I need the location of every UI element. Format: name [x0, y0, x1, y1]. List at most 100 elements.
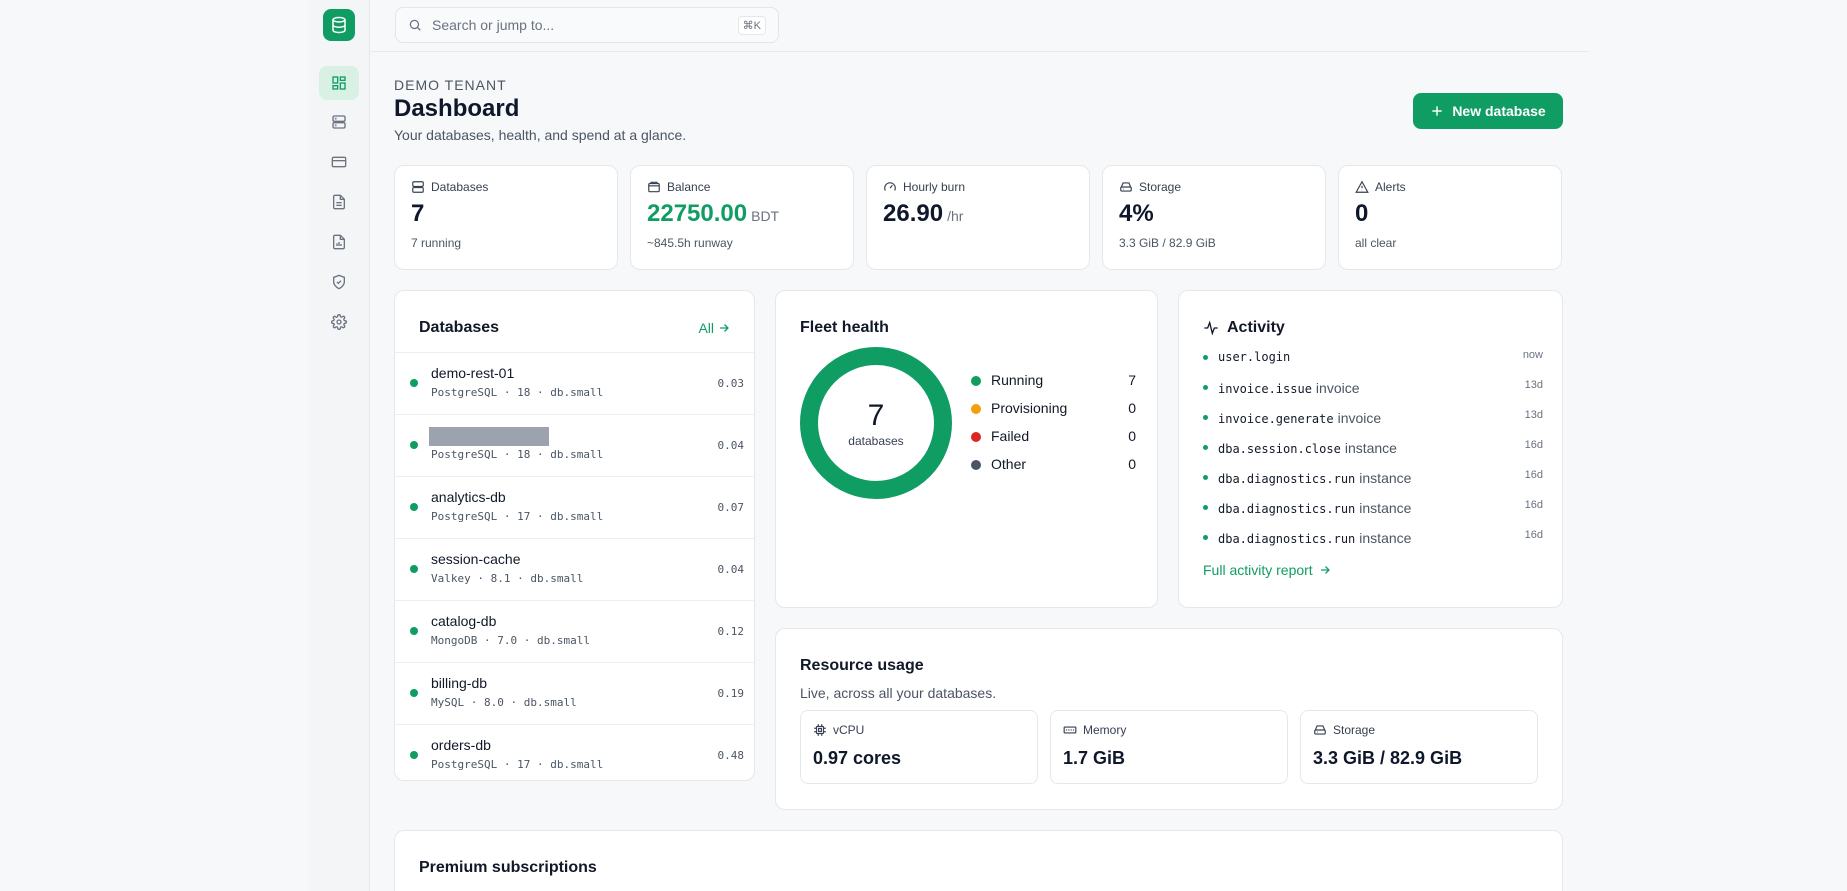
activity-target: invoice [1337, 410, 1382, 426]
database-meta: MongoDB · 7.0 · db.small [431, 634, 590, 647]
resource-box-vcpu: vCPU 0.97 cores [800, 710, 1038, 784]
status-dot [410, 627, 418, 635]
full-activity-label: Full activity report [1203, 562, 1313, 578]
rail-item-settings[interactable] [319, 305, 359, 339]
stat-label: Storage [1139, 180, 1182, 194]
resource-value: 0.97 cores [813, 748, 902, 768]
stat-card-storage: Storage 4% 3.3 GiB / 82.9 GiB [1102, 165, 1326, 270]
donut-running-segment [800, 347, 952, 499]
database-cost: 0.04 [717, 439, 745, 452]
list-item[interactable]: dba.diagnostics.run instance 16d [1203, 469, 1543, 487]
database-meta: PostgreSQL · 18 · db.small [431, 448, 604, 461]
alert-icon [1355, 180, 1369, 193]
database-name: orders-db [431, 737, 491, 753]
app-logo[interactable] [323, 9, 355, 41]
database-meta: Valkey · 8.1 · db.small [431, 572, 584, 585]
side-rail [308, 0, 370, 891]
full-activity-report-link[interactable]: Full activity report [1203, 562, 1331, 578]
rail-item-documents[interactable] [319, 185, 359, 219]
database-logo-icon [332, 16, 346, 34]
resource-box-memory: Memory 1.7 GiB [1050, 710, 1288, 784]
status-dot [410, 751, 418, 759]
wallet-icon [648, 181, 660, 193]
rail-item-security[interactable] [319, 265, 359, 299]
database-name: demo-rest-01 [431, 365, 515, 381]
legend-label: Running [991, 372, 1044, 388]
databases-card: Databases All demo-rest-01 PostgreSQL · … [394, 290, 755, 781]
legend-dot [971, 432, 981, 442]
stat-sub: 7 running [411, 236, 462, 250]
list-item[interactable]: dba.diagnostics.run instance 16d [1203, 529, 1543, 547]
top-bar: Search or jump to... ⌘K [371, 0, 1589, 52]
table-row[interactable]: session-cache Valkey · 8.1 · db.small 0.… [395, 538, 754, 600]
table-row[interactable]: orders-db PostgreSQL · 17 · db.small 0.4… [395, 724, 754, 780]
premium-subscriptions-card: Premium subscriptions [394, 830, 1563, 891]
legend-provisioning: Provisioning 0 [971, 399, 1136, 419]
database-cost: 0.07 [717, 501, 745, 514]
resource-usage-card: Resource usage Live, across all your dat… [775, 628, 1563, 810]
resource-value: 1.7 GiB [1063, 748, 1126, 768]
legend-dot [971, 376, 981, 386]
activity-title: Activity [1227, 319, 1285, 336]
database-cost: 0.19 [717, 687, 745, 700]
table-row[interactable]: catalog-db MongoDB · 7.0 · db.small 0.12 [395, 600, 754, 662]
storage-icon [1120, 182, 1132, 192]
fleet-total-label: databases [848, 434, 904, 448]
legend-dot [971, 460, 981, 470]
search-placeholder: Search or jump to... [432, 17, 555, 33]
activity-code: user.login [1218, 350, 1291, 364]
database-meta: MySQL · 8.0 · db.small [431, 696, 577, 709]
list-item[interactable]: user.login now [1203, 349, 1543, 367]
activity-target: instance [1359, 470, 1412, 486]
database-meta: PostgreSQL · 17 · db.small [431, 510, 604, 523]
stat-card-databases: Databases 7 7 running [394, 165, 618, 270]
rail-item-billing[interactable] [319, 145, 359, 179]
databases-all-link[interactable]: All [698, 320, 730, 336]
rail-item-reports[interactable] [319, 225, 359, 259]
activity-target: instance [1359, 530, 1412, 546]
status-dot [410, 689, 418, 697]
activity-target: instance [1359, 500, 1412, 516]
fleet-health-card: Fleet health 7 databases Running 7 Provi… [775, 290, 1158, 608]
status-dot [410, 565, 418, 573]
list-item[interactable]: invoice.issue invoice 13d [1203, 379, 1543, 397]
new-database-button[interactable]: New database [1413, 93, 1563, 129]
table-row[interactable]: PostgreSQL · 18 · db.small 0.04 [395, 414, 754, 476]
page-subtitle: Your databases, health, and spend at a g… [394, 127, 687, 143]
list-item[interactable]: invoice.generate invoice 13d [1203, 409, 1543, 427]
legend-other: Other 0 [971, 455, 1136, 475]
list-item[interactable]: dba.session.close instance 16d [1203, 439, 1543, 457]
database-name: session-cache [431, 551, 521, 567]
table-row[interactable]: analytics-db PostgreSQL · 17 · db.small … [395, 476, 754, 538]
search-shortcut: ⌘K [737, 15, 766, 35]
resource-value: 3.3 GiB / 82.9 GiB [1313, 748, 1463, 768]
table-row[interactable]: demo-rest-01 PostgreSQL · 18 · db.small … [395, 352, 754, 414]
databases-icon [332, 115, 346, 129]
premium-subscriptions-title: Premium subscriptions [419, 859, 597, 876]
billing-icon [331, 156, 347, 168]
stat-unit: BDT [751, 208, 780, 224]
search-input[interactable]: Search or jump to... ⌘K [395, 7, 779, 43]
security-icon [333, 274, 345, 290]
cpu-icon [814, 724, 826, 736]
legend-value: 0 [1128, 400, 1136, 416]
activity-dot [1203, 505, 1208, 510]
databases-icon [412, 181, 424, 193]
stat-value: 0 [1355, 200, 1369, 227]
activity-time: 16d [1524, 529, 1543, 541]
reports-icon [333, 234, 345, 250]
stat-label: Alerts [1375, 180, 1406, 194]
activity-dot [1203, 385, 1208, 390]
activity-time: 16d [1524, 469, 1543, 481]
activity-time: 16d [1524, 499, 1543, 511]
redacted-name [429, 427, 549, 446]
list-item[interactable]: dba.diagnostics.run instance 16d [1203, 499, 1543, 517]
rail-item-dashboard[interactable] [319, 66, 359, 100]
legend-failed: Failed 0 [971, 427, 1136, 447]
activity-dot [1203, 415, 1208, 420]
table-row[interactable]: billing-db MySQL · 8.0 · db.small 0.19 [395, 662, 754, 724]
activity-code: dba.session.close [1218, 442, 1341, 456]
rail-item-databases[interactable] [319, 105, 359, 139]
activity-code: dba.diagnostics.run [1218, 502, 1356, 516]
stat-label: Hourly burn [903, 180, 966, 194]
